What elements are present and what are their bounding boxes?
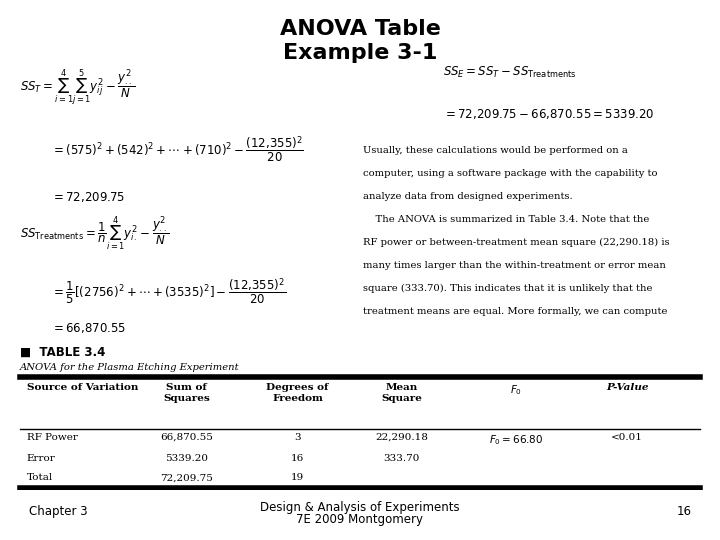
Text: Example 3-1: Example 3-1 — [283, 43, 437, 63]
Text: square (333.70). This indicates that it is unlikely that the: square (333.70). This indicates that it … — [364, 284, 653, 293]
Text: Total: Total — [27, 473, 53, 482]
Text: $= \dfrac{1}{5}[(2756)^2 + \cdots + (3535)^2] - \dfrac{(12{,}355)^2}{20}$: $= \dfrac{1}{5}[(2756)^2 + \cdots + (353… — [51, 276, 287, 307]
Text: $= 66{,}870.55$: $= 66{,}870.55$ — [51, 321, 126, 335]
Text: RF Power: RF Power — [27, 433, 78, 442]
Text: RF power or between-treatment mean square (22,290.18) is: RF power or between-treatment mean squar… — [364, 238, 670, 247]
Text: many times larger than the within-treatment or error mean: many times larger than the within-treatm… — [364, 261, 666, 270]
Text: ANOVA for the Plasma Etching Experiment: ANOVA for the Plasma Etching Experiment — [20, 363, 240, 373]
Text: $SS_T = \sum_{i=1}^{4}\sum_{j=1}^{5} y_{ij}^2 - \dfrac{y_{..}^2}{N}$: $SS_T = \sum_{i=1}^{4}\sum_{j=1}^{5} y_{… — [20, 68, 135, 108]
Text: P-Value: P-Value — [606, 383, 649, 393]
Text: computer, using a software package with the capability to: computer, using a software package with … — [364, 168, 658, 178]
Text: analyze data from designed experiments.: analyze data from designed experiments. — [364, 192, 573, 201]
Text: $= 72{,}209.75 - 66{,}870.55 = 5339.20$: $= 72{,}209.75 - 66{,}870.55 = 5339.20$ — [444, 107, 654, 120]
Text: treatment means are equal. More formally, we can compute: treatment means are equal. More formally… — [364, 307, 668, 316]
Text: Mean
Square: Mean Square — [381, 383, 422, 403]
Text: Chapter 3: Chapter 3 — [29, 505, 87, 518]
Text: 22,290.18: 22,290.18 — [375, 433, 428, 442]
Text: Design & Analysis of Experiments: Design & Analysis of Experiments — [260, 501, 460, 514]
Text: Error: Error — [27, 454, 55, 463]
Text: $F_0 = 66.80$: $F_0 = 66.80$ — [489, 433, 544, 447]
Text: 3: 3 — [294, 433, 301, 442]
Text: Degrees of
Freedom: Degrees of Freedom — [266, 383, 329, 403]
Text: <0.01: <0.01 — [611, 433, 643, 442]
Text: 7E 2009 Montgomery: 7E 2009 Montgomery — [297, 513, 423, 526]
Text: Source of Variation: Source of Variation — [27, 383, 138, 393]
Text: ANOVA Table: ANOVA Table — [279, 19, 441, 39]
Text: 66,870.55: 66,870.55 — [160, 433, 213, 442]
Text: 333.70: 333.70 — [384, 454, 420, 463]
Text: 19: 19 — [291, 473, 304, 482]
Text: 5339.20: 5339.20 — [165, 454, 208, 463]
Text: $SS_E = SS_T - SS_{\mathrm{Treatments}}$: $SS_E = SS_T - SS_{\mathrm{Treatments}}$ — [444, 65, 577, 80]
Text: Usually, these calculations would be performed on a: Usually, these calculations would be per… — [364, 146, 629, 154]
Text: ■  TABLE 3.4: ■ TABLE 3.4 — [20, 346, 105, 359]
Text: 72,209.75: 72,209.75 — [160, 473, 213, 482]
Text: $SS_{\mathrm{Treatments}} = \dfrac{1}{n}\sum_{i=1}^{4} y_{i.}^2 - \dfrac{y_{..}^: $SS_{\mathrm{Treatments}} = \dfrac{1}{n}… — [20, 215, 170, 253]
Text: 16: 16 — [291, 454, 304, 463]
Text: Sum of
Squares: Sum of Squares — [163, 383, 210, 403]
Text: 16: 16 — [676, 505, 691, 518]
Text: $= 72{,}209.75$: $= 72{,}209.75$ — [51, 190, 125, 204]
Text: The ANOVA is summarized in Table 3.4. Note that the: The ANOVA is summarized in Table 3.4. No… — [364, 215, 650, 224]
Text: $= (575)^2 + (542)^2 + \cdots + (710)^2 - \dfrac{(12{,}355)^2}{20}$: $= (575)^2 + (542)^2 + \cdots + (710)^2 … — [51, 134, 304, 165]
Text: $F_0$: $F_0$ — [510, 383, 522, 397]
